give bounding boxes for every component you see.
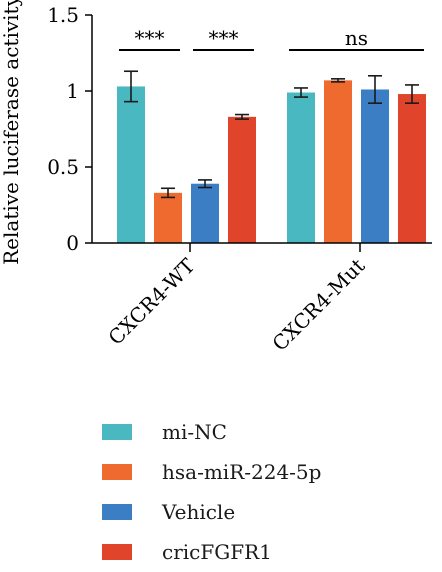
significance-label: ns: [345, 26, 368, 50]
legend-item: cricFGFR1: [102, 532, 321, 572]
bars-group: [117, 80, 426, 244]
legend-swatch: [102, 504, 132, 520]
error-bar: [198, 179, 212, 189]
legend-label: hsa-miR-224-5p: [162, 460, 322, 484]
y-tick-label: 0.5: [47, 155, 79, 179]
error-bar: [161, 187, 175, 199]
error-bar: [368, 75, 382, 104]
bar: [228, 116, 256, 243]
bar: [324, 80, 352, 243]
significance-label: ***: [209, 26, 239, 50]
y-axis: 0 0.5 1 1.5: [47, 3, 93, 255]
error-bar: [235, 113, 249, 120]
bar: [117, 86, 145, 243]
legend-label: Vehicle: [162, 500, 236, 524]
bar-chart: 0 0.5 1 1.5 *** *** ns CXCR4-WT CXCR4-Mut Rela…: [0, 0, 432, 356]
legend-swatch: [102, 544, 132, 560]
legend: mi-NC hsa-miR-224-5p Vehicle cricFGFR1: [102, 412, 321, 572]
x-axis: CXCR4-WT CXCR4-Mut: [92, 242, 432, 356]
y-tick-label: 1: [66, 79, 79, 103]
significance-annotations: *** *** ns: [119, 26, 424, 51]
error-bar: [124, 70, 138, 103]
bar: [361, 89, 389, 243]
y-axis-label: Relative luciferase activity: [0, 0, 23, 265]
y-tick-label: 1.5: [47, 3, 79, 27]
legend-item: hsa-miR-224-5p: [102, 452, 321, 492]
bar: [191, 183, 219, 243]
legend-label: mi-NC: [162, 420, 227, 444]
x-category-label: CXCR4-Mut: [267, 254, 369, 356]
error-bar: [331, 78, 345, 83]
legend-item: mi-NC: [102, 412, 321, 452]
legend-swatch: [102, 464, 132, 480]
legend-swatch: [102, 424, 132, 440]
bar: [287, 92, 315, 244]
y-tick-label: 0: [66, 231, 79, 255]
legend-item: Vehicle: [102, 492, 321, 532]
error-bars-group: [124, 70, 419, 199]
x-category-label: CXCR4-WT: [103, 253, 200, 350]
error-bar: [405, 84, 419, 104]
significance-label: ***: [135, 26, 165, 50]
error-bar: [294, 87, 308, 98]
bar: [398, 94, 426, 243]
bar: [154, 192, 182, 243]
legend-label: cricFGFR1: [162, 540, 272, 564]
